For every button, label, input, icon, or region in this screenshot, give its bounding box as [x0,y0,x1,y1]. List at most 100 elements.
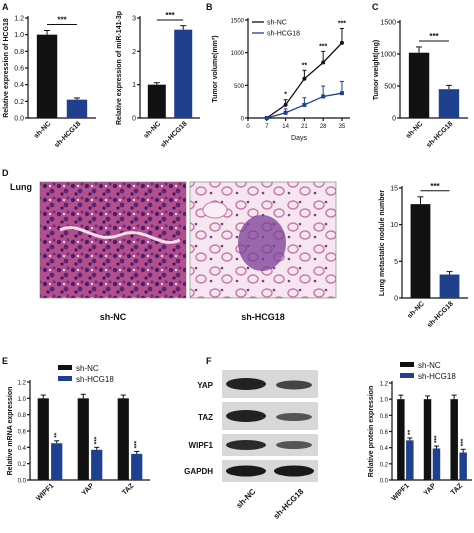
legend-label: sh-HCG18 [267,31,300,38]
band-yap-hcg [276,380,312,390]
y-axis-label: Tumor volume(mm³) [212,35,219,102]
y-tick-label: 0.6 [380,430,389,436]
legend-label: sh-NC [267,20,287,27]
bar-taz-sh-nc [450,399,458,480]
legend-label: sh-HCG18 [76,375,114,384]
x-tick-label: sh-NC [143,120,163,140]
metastatic-nodule-mark [238,215,286,271]
bar-wipf1-sh-hcg18 [51,443,63,480]
bar-yap-sh-nc [77,398,89,480]
x-axis-label: Days [291,135,307,142]
significance-label: * [284,92,287,99]
significance-label: *** [94,436,101,444]
y-tick-label: 500 [384,84,396,91]
significance-label: *** [57,16,67,25]
x-tick-label: sh-HCG18 [160,120,189,149]
legend-label: sh-NC [76,364,99,373]
significance-label: ** [302,62,308,69]
x-tick-label: 14 [282,124,289,130]
data-point [283,110,288,115]
data-point [264,116,269,120]
legend-swatch [400,373,414,378]
legend-swatch [58,365,72,370]
x-tick-label: 21 [301,124,308,130]
y-tick-label: 0.8 [380,414,389,420]
y-tick-label: 1.0 [14,32,24,39]
y-tick-label: 1500 [380,20,396,27]
y-tick-label: 1.2 [14,16,24,23]
band-taz-hcg [276,413,312,421]
chart-mir141-expression: 0 1 2 3 Relative expression of miR-141-3p sh-… [116,11,200,149]
chart-tumor-volume: 0 500 1000 1500 Tumor volume(mm³) 0 7 14 21 28 35 D… [212,18,350,142]
y-tick-label: 2 [132,49,136,56]
y-tick-label: 0.4 [18,446,27,452]
image-caption-sh-nc: sh-NC [100,312,127,322]
y-tick-label: 0 [392,116,396,123]
x-tick-label: 35 [339,124,346,130]
x-tick-label: TAZ [450,482,465,497]
y-tick-label: 1.0 [380,398,389,404]
bar-sh-nc [147,84,166,118]
panel-letter-f: F [206,356,212,366]
significance-label: *** [165,11,175,20]
x-tick-label: sh-NC [406,300,426,320]
significance-label: *** [460,438,467,446]
significance-label: *** [430,182,440,191]
y-axis-label: Relative protein expression [368,386,375,477]
data-point [339,40,344,45]
significance-label: *** [338,20,346,27]
bar-sh-nc [36,34,58,118]
y-tick-label: 0.2 [14,99,24,106]
chart-hcg18-expression: 0.0 0.2 0.4 0.6 0.8 1.0 1.2 Relative expression… [3,16,96,149]
blot-label-wipf1: WIPF1 [189,441,214,450]
chart-protein-expression: 0.0 0.2 0.4 0.6 0.8 1.0 1.2 Relative protein ex… [368,361,472,503]
data-point [339,91,344,96]
bar-sh-hcg18 [438,89,460,118]
band-gapdh-hcg [274,465,314,477]
bar-sh-nc [410,204,431,298]
significance-label: *** [319,43,327,50]
y-tick-label: 1000 [380,52,396,59]
panel-letter-d: D [2,168,9,178]
y-tick-label: 1500 [231,19,245,25]
blot-label-gapdh: GAPDH [184,467,213,476]
image-caption-sh-hcg18: sh-HCG18 [241,312,285,322]
y-tick-label: 1 [132,82,136,89]
bar-taz-sh-nc [117,398,129,480]
blot-label-taz: TAZ [198,413,213,422]
bar-yap-sh-nc [423,399,432,480]
western-blot: YAP TAZ WIPF1 GAPDH sh-NC sh-HCG18 [184,370,318,521]
x-tick-label: sh-HCG18 [426,300,455,329]
y-tick-label: 1000 [231,51,245,57]
bar-wipf1-sh-nc [397,399,405,480]
bar-yap-sh-hcg18 [91,449,103,480]
bar-wipf1-sh-nc [37,398,49,480]
bar-sh-hcg18 [66,99,88,118]
bar-sh-nc [408,52,430,118]
bar-sh-hcg18 [174,29,193,119]
y-tick-label: 0.6 [14,66,24,73]
data-point [321,94,326,99]
bar-sh-hcg18 [439,274,460,298]
x-tick-label: 7 [265,124,269,130]
tissue-vessel-mark [59,226,181,244]
y-tick-label: 0 [132,116,136,123]
legend-label: sh-NC [418,361,441,370]
data-point [321,60,326,65]
chart-mrna-expression: 0.0 0.2 0.4 0.6 0.8 1.0 1.2 Relative mRNA expre… [7,364,150,503]
y-tick-label: 3 [132,16,136,23]
x-tick-label: TAZ [121,482,136,497]
y-tick-label: 0.2 [380,462,389,468]
blot-label-yap: YAP [197,381,213,390]
y-tick-label: 1.0 [18,397,27,403]
histology-panel: Lung sh-NC sh-HCG18 [10,181,337,322]
x-tick-label: YAP [81,482,96,497]
y-tick-label: 0.8 [18,413,27,419]
band-wipf1-hcg [276,441,312,449]
y-tick-label: 500 [234,84,245,90]
y-axis-label: Relative expression of HCG18 [3,18,10,118]
band-yap-nc [226,378,266,390]
x-tick-label: sh-HCG18 [53,120,82,149]
panel-letter-a: A [2,2,9,12]
y-tick-label: 0.2 [18,462,27,468]
